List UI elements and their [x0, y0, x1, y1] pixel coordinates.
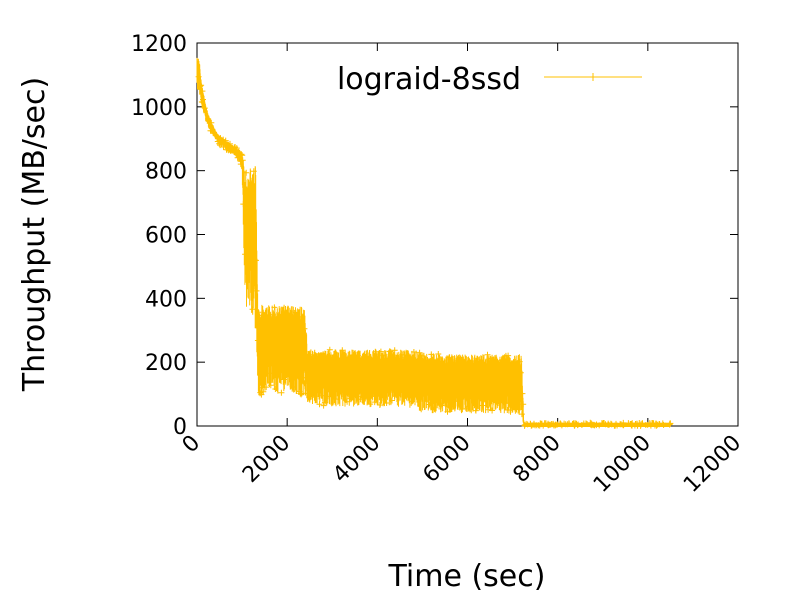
x-axis-ticks: 0 2000 4000 6000 8000 10000 12000	[178, 43, 746, 498]
x-tick-label: 4000	[328, 431, 385, 488]
x-tick-label: 6000	[418, 431, 475, 488]
y-tick-label: 400	[145, 287, 187, 312]
y-tick-label: 1000	[131, 96, 187, 121]
series-lograid-8ssd	[195, 57, 674, 429]
series-spikes	[196, 57, 671, 426]
y-tick-label: 800	[145, 160, 187, 185]
y-tick-label: 1200	[131, 32, 187, 57]
legend: lograid-8ssd	[337, 62, 642, 97]
legend-marker-lograid-8ssd	[589, 73, 597, 81]
series-layer	[195, 57, 674, 429]
y-tick-label: 200	[145, 351, 187, 376]
x-tick-label: 8000	[509, 431, 566, 488]
x-tick-label: 12000	[679, 431, 746, 498]
y-tick-label: 600	[145, 224, 187, 249]
series-flat-tail	[523, 422, 671, 427]
y-tick-label: 0	[173, 415, 187, 440]
legend-label-lograid-8ssd: lograid-8ssd	[337, 62, 521, 97]
x-tick-label: 2000	[238, 431, 295, 488]
y-axis-ticks: 0 200 400 600 800 1000 1200	[131, 32, 738, 440]
x-tick-label: 10000	[589, 431, 656, 498]
y-axis-title: Throughput (MB/sec)	[17, 77, 52, 392]
x-axis-title: Time (sec)	[388, 559, 546, 594]
